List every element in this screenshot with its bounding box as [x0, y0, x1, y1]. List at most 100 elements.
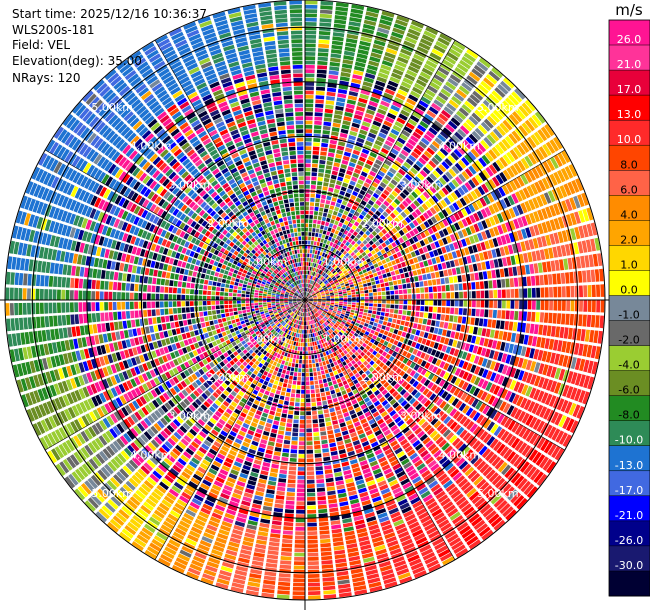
velocity-gate	[349, 17, 362, 23]
velocity-gate	[312, 341, 315, 346]
velocity-gate	[309, 342, 313, 347]
velocity-gate	[472, 300, 476, 308]
velocity-gate	[308, 266, 310, 271]
velocity-gate	[401, 219, 408, 226]
velocity-gate	[272, 370, 278, 376]
velocity-gate	[321, 293, 326, 296]
velocity-gate	[381, 96, 392, 104]
velocity-gate	[428, 197, 436, 206]
velocity-gate	[338, 278, 343, 283]
velocity-gate	[411, 328, 417, 335]
velocity-gate	[322, 262, 326, 267]
velocity-gate	[454, 66, 466, 77]
velocity-gate	[401, 315, 406, 321]
velocity-gate	[340, 253, 345, 259]
velocity-gate	[497, 225, 504, 235]
velocity-gate	[498, 141, 508, 152]
velocity-gate	[299, 428, 305, 433]
velocity-gate	[278, 381, 283, 387]
velocity-gate	[535, 312, 540, 323]
velocity-gate	[369, 256, 375, 261]
velocity-gate	[469, 94, 481, 104]
velocity-gate	[322, 257, 326, 262]
velocity-gate	[335, 6, 349, 12]
velocity-gate	[318, 508, 328, 514]
velocity-gate	[335, 250, 340, 255]
velocity-gate	[523, 288, 528, 298]
velocity-gate	[319, 427, 326, 432]
velocity-gate	[368, 132, 377, 139]
velocity-gate	[316, 401, 322, 406]
velocity-gate	[452, 323, 457, 331]
velocity-gate	[392, 144, 402, 152]
velocity-gate	[311, 167, 318, 172]
velocity-gate	[323, 409, 329, 414]
velocity-gate	[473, 326, 478, 335]
velocity-gate	[375, 159, 383, 166]
velocity-gate	[432, 170, 441, 179]
velocity-gate	[332, 263, 336, 268]
velocity-gate	[317, 375, 322, 380]
velocity-gate	[394, 300, 399, 304]
velocity-gate	[405, 158, 414, 166]
velocity-gate	[330, 268, 335, 273]
velocity-gate	[417, 185, 425, 193]
velocity-gate	[269, 472, 278, 478]
velocity-gate	[318, 43, 330, 49]
velocity-gate	[586, 223, 593, 237]
velocity-gate	[395, 93, 406, 101]
velocity-gate	[500, 211, 508, 222]
velocity-gate	[543, 312, 549, 323]
velocity-gate	[450, 224, 457, 233]
velocity-gate	[400, 149, 409, 157]
velocity-gate	[291, 384, 296, 389]
velocity-gate	[261, 374, 267, 380]
velocity-gate	[293, 341, 297, 346]
velocity-gate	[530, 183, 539, 195]
velocity-gate	[301, 338, 303, 343]
velocity-gate	[416, 269, 422, 275]
velocity-gate	[371, 237, 378, 243]
velocity-gate	[272, 361, 278, 366]
velocity-gate	[308, 591, 321, 596]
velocity-gate	[454, 131, 464, 141]
velocity-gate	[378, 231, 384, 238]
velocity-gate	[438, 211, 445, 220]
velocity-gate	[402, 189, 410, 196]
velocity-gate	[305, 39, 316, 44]
velocity-gate	[315, 278, 319, 282]
velocity-gate	[342, 59, 354, 65]
velocity-gate	[365, 319, 370, 324]
velocity-gate	[529, 212, 536, 224]
velocity-gate	[305, 4, 318, 9]
velocity-gate	[384, 239, 391, 246]
velocity-gate	[385, 208, 392, 215]
velocity-gate	[407, 170, 416, 178]
velocity-gate	[577, 270, 583, 283]
velocity-gate	[336, 97, 346, 103]
velocity-gate	[422, 191, 430, 199]
velocity-gate	[267, 484, 276, 490]
velocity-gate	[456, 63, 469, 73]
velocity-gate	[314, 380, 319, 385]
velocity-gate	[351, 294, 356, 297]
velocity-gate	[289, 401, 295, 406]
velocity-gate	[417, 337, 423, 344]
velocity-gate	[287, 414, 293, 419]
velocity-gate	[300, 346, 303, 351]
velocity-gate	[330, 174, 337, 180]
velocity-gate	[329, 61, 340, 67]
velocity-gate	[451, 251, 458, 259]
velocity-gate	[285, 427, 292, 432]
velocity-gate	[481, 169, 491, 179]
velocity-gate	[520, 173, 529, 185]
velocity-gate	[432, 182, 440, 191]
velocity-gate	[320, 370, 325, 375]
velocity-gate	[453, 222, 461, 231]
velocity-gate	[367, 282, 372, 286]
velocity-gate	[563, 183, 572, 196]
velocity-gate	[276, 372, 282, 377]
velocity-gate	[312, 146, 320, 151]
velocity-gate	[426, 147, 435, 156]
velocity-gate	[377, 185, 385, 192]
